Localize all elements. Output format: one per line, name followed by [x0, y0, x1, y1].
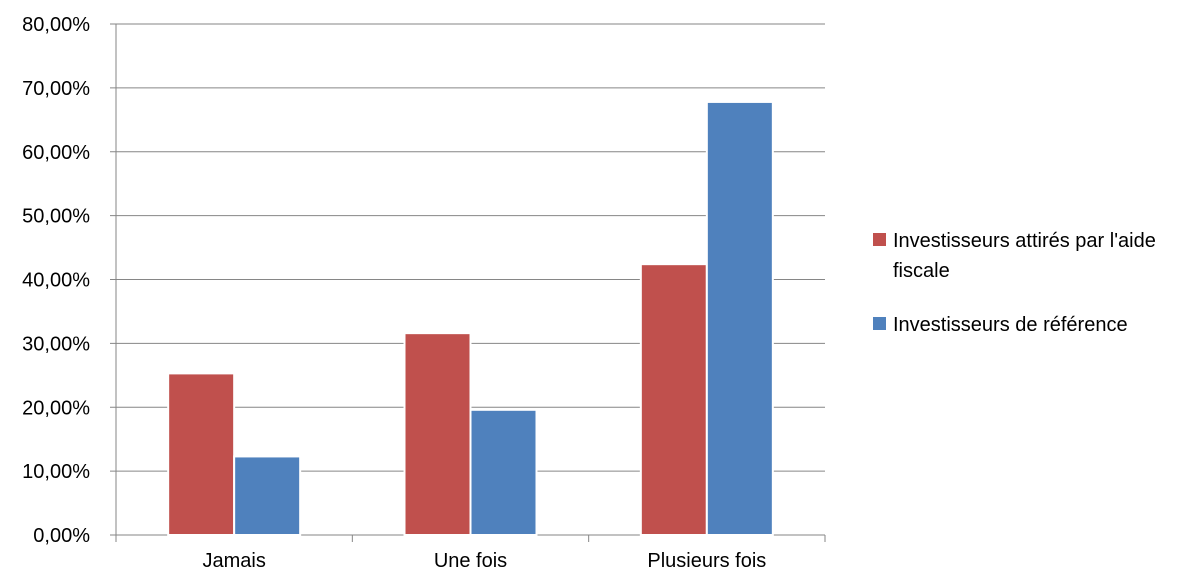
legend-item-series-2: Investisseurs de référence [873, 310, 1177, 340]
bar-2-plusieurs-fois [705, 100, 774, 537]
legend-label-series-1: Investisseurs attirés par l'aide fiscale [893, 230, 1156, 282]
y-tick-label: 50,00% [22, 206, 90, 228]
bar-2-une-fois [469, 408, 538, 536]
y-tick-label: 60,00% [22, 142, 90, 164]
legend: Investisseurs attirés par l'aide fiscale… [873, 226, 1177, 364]
y-tick-label: 20,00% [22, 397, 90, 419]
bar-1-jamais [167, 372, 236, 536]
y-tick-label: 40,00% [22, 270, 90, 292]
x-tick-label: Une fois [434, 550, 507, 572]
y-tick-label: 30,00% [22, 333, 90, 355]
y-tick-label: 80,00% [22, 14, 90, 36]
legend-item-series-1: Investisseurs attirés par l'aide fiscale [873, 226, 1177, 286]
legend-swatch-series-1 [873, 233, 886, 246]
bar-1-plusieurs-fois [639, 263, 708, 536]
bar-2-jamais [233, 455, 302, 536]
y-tick-label: 70,00% [22, 78, 90, 100]
bar-1-une-fois [403, 332, 472, 536]
y-tick-label: 0,00% [33, 525, 90, 547]
x-tick-label: Jamais [202, 550, 265, 572]
legend-label-series-2: Investisseurs de référence [893, 314, 1128, 336]
x-tick-label: Plusieurs fois [647, 550, 766, 572]
legend-swatch-series-2 [873, 317, 886, 330]
y-tick-label: 10,00% [22, 461, 90, 483]
bar-chart: 0,00% 10,00% 20,00% 30,00% 40,00% 50,00% 60,00… [22, 14, 826, 572]
